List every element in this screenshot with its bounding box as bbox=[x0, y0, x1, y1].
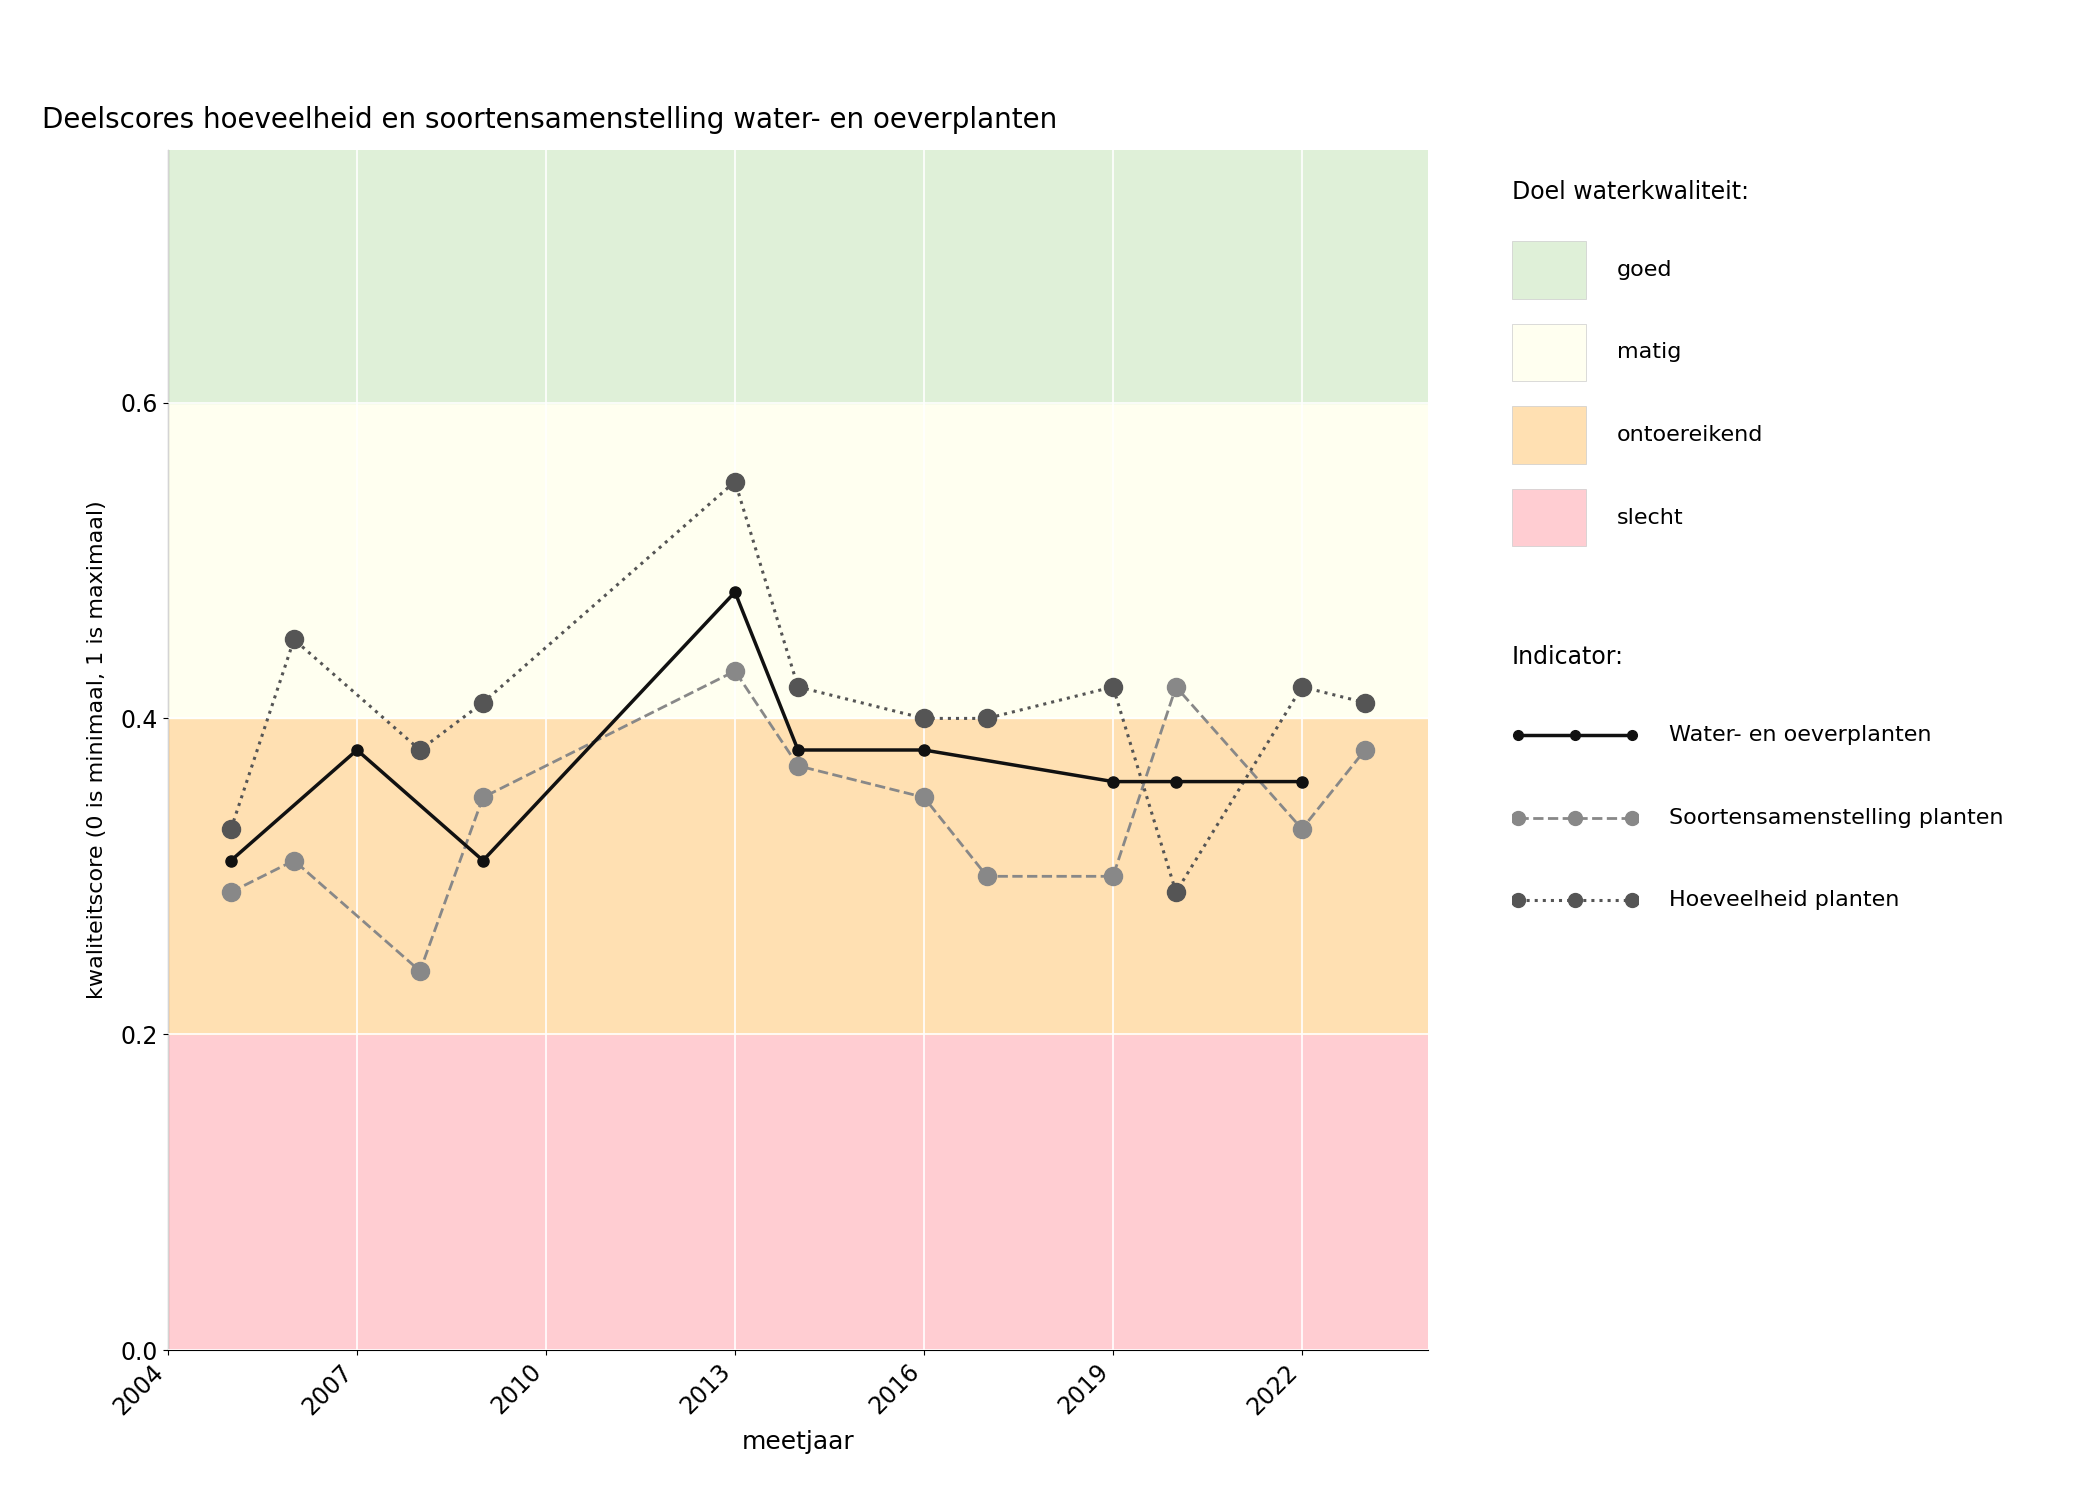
Text: slecht: slecht bbox=[1617, 507, 1684, 528]
Bar bbox=[168, 150, 1428, 402]
Bar bbox=[168, 1034, 1428, 1350]
Text: Hoeveelheid planten: Hoeveelheid planten bbox=[1670, 890, 1900, 910]
Text: ontoereikend: ontoereikend bbox=[1617, 424, 1764, 445]
X-axis label: meetjaar: meetjaar bbox=[741, 1430, 855, 1454]
Text: Water- en oeverplanten: Water- en oeverplanten bbox=[1670, 724, 1932, 746]
Text: Doel waterkwaliteit:: Doel waterkwaliteit: bbox=[1512, 180, 1749, 204]
Bar bbox=[168, 402, 1428, 718]
Y-axis label: kwaliteitscore (0 is minimaal, 1 is maximaal): kwaliteitscore (0 is minimaal, 1 is maxi… bbox=[86, 501, 107, 999]
Text: Soortensamenstelling planten: Soortensamenstelling planten bbox=[1670, 807, 2003, 828]
Bar bbox=[168, 718, 1428, 1034]
Text: Indicator:: Indicator: bbox=[1512, 645, 1623, 669]
Text: Deelscores hoeveelheid en soortensamenstelling water- en oeverplanten: Deelscores hoeveelheid en soortensamenst… bbox=[42, 106, 1056, 134]
Text: matig: matig bbox=[1617, 342, 1682, 363]
Text: goed: goed bbox=[1617, 260, 1672, 280]
